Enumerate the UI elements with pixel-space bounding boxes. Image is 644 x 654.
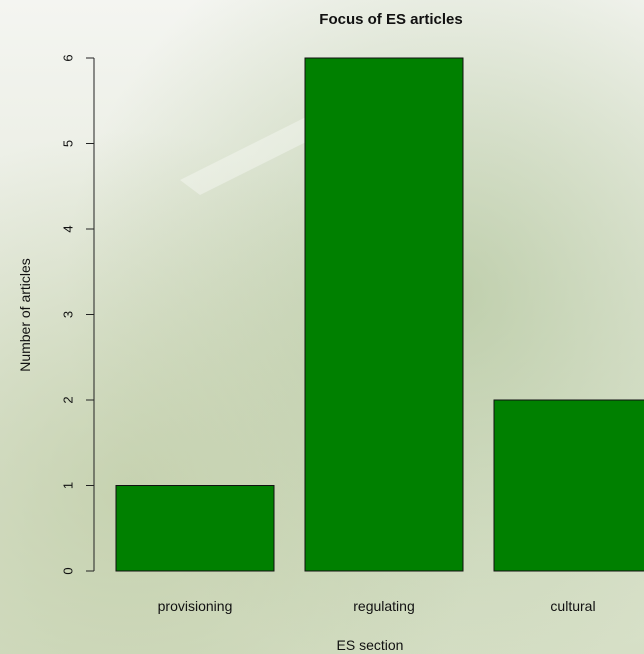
plot-area: 0 1 2 3 4 5 6 provisioning regulating cultural <box>60 54 644 614</box>
y-tick-label: 0 <box>60 567 75 574</box>
y-tick-label: 5 <box>60 140 75 147</box>
chart-title: Focus of ES articles <box>319 11 462 28</box>
x-axis-title: ES section <box>337 637 404 653</box>
x-tick-label-cultural: cultural <box>550 598 595 614</box>
bar-regulating <box>304 57 464 572</box>
bar-cultural <box>493 399 644 572</box>
y-axis-title: Number of articles <box>17 258 33 372</box>
x-tick-label-regulating: regulating <box>353 598 415 614</box>
y-tick-label: 6 <box>60 54 75 61</box>
x-tick-label-provisioning: provisioning <box>158 598 233 614</box>
y-tick-label: 1 <box>60 482 75 489</box>
y-tick-label: 2 <box>60 396 75 403</box>
y-tick-label: 4 <box>60 225 75 232</box>
bar-provisioning <box>115 485 275 572</box>
y-tick-label: 3 <box>60 311 75 318</box>
